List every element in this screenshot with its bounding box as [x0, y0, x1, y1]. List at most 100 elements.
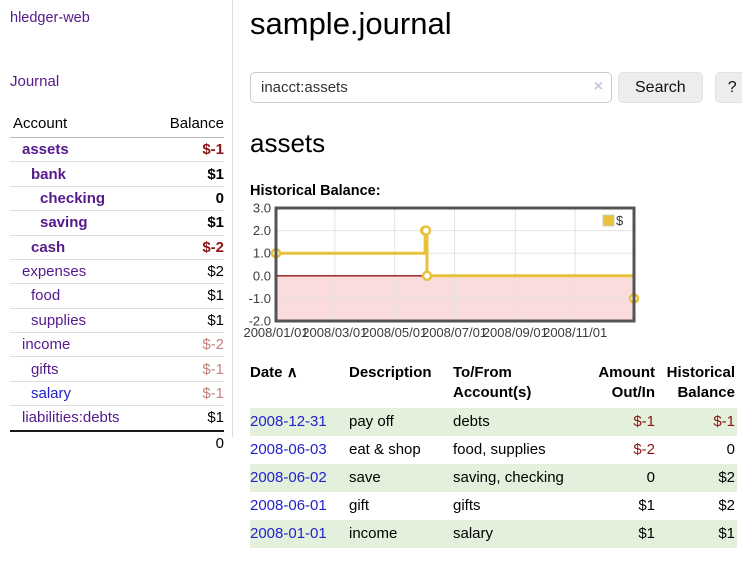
sidebar-account-link[interactable]: liabilities:debts — [22, 409, 120, 427]
register-cell-date: 2008-01-01 — [250, 520, 349, 548]
x-tick-label: 2008/09/01 — [483, 325, 548, 340]
plot-border — [274, 206, 636, 323]
sidebar-account-link[interactable]: gifts — [31, 360, 59, 378]
sidebar-account-link[interactable]: checking — [40, 189, 106, 207]
sidebar-account-link[interactable]: food — [31, 287, 61, 305]
sidebar-account-link[interactable]: assets — [22, 141, 69, 159]
register-cell-balance: $2 — [718, 497, 735, 514]
sidebar-account-link[interactable]: income — [22, 336, 71, 354]
clear-search-icon[interactable]: × — [593, 78, 603, 95]
account-balance: $-2 — [153, 235, 224, 260]
register-cell-description: pay off — [349, 413, 394, 430]
account-row: supplies $1 — [10, 308, 224, 334]
account-balance: $-1 — [153, 137, 224, 163]
search-row: × Search ? — [250, 72, 742, 103]
sidebar-account-link[interactable]: supplies — [31, 311, 87, 329]
account-row: income $-2 — [10, 332, 224, 358]
account-balance: $1 — [153, 210, 224, 236]
register-cell-amount: $-2 — [633, 441, 655, 458]
register-cell-balance: $-1 — [713, 413, 735, 430]
register-cell-accounts: gifts — [453, 497, 481, 514]
register-cell-date: 2008-06-01 — [250, 492, 349, 520]
search-box: × — [250, 72, 612, 103]
y-tick-label: 1.0 — [253, 246, 271, 261]
x-tick-label: 2008/07/01 — [422, 325, 487, 340]
sidebar-account-link[interactable]: bank — [31, 165, 67, 183]
register-cell-date: 2008-12-31 — [250, 408, 349, 436]
register-cell-amount: $1 — [638, 525, 655, 542]
account-balance: $1 — [153, 308, 224, 334]
register-cell-balance: $2 — [718, 469, 735, 486]
sidebar-account-link[interactable]: cash — [31, 238, 66, 256]
register-cell-accounts: debts — [453, 413, 490, 430]
register-row: 2008-06-01 gift gifts $1 $2 — [250, 492, 737, 520]
search-button[interactable]: Search — [618, 72, 703, 103]
sidebar: hledger-web Journal Account Balance asse… — [0, 0, 233, 455]
register-cell-description: eat & shop — [349, 441, 421, 458]
account-row: cash $-2 — [10, 235, 224, 260]
accounts-total-row: 0 — [10, 429, 224, 455]
historical-balance-chart: $3.0 2.0 1.0 0.0 -1.0 -2.02008/01/012008/03/0… — [243, 201, 640, 340]
account-balance: $-1 — [153, 356, 224, 382]
register-cell-accounts: food, supplies — [453, 441, 546, 458]
account-heading: assets — [250, 128, 326, 158]
register-row: 2008-12-31 pay off debts $-1 $-1 — [250, 407, 737, 436]
accounts-header-account: Account — [10, 112, 154, 138]
register-row: 2008-06-03 eat & shop food, supplies $-2 0 — [250, 436, 737, 464]
transaction-date-link[interactable]: 2008-06-01 — [250, 497, 327, 514]
y-tick-label: 0.0 — [253, 268, 271, 283]
register-cell-amount: $-1 — [633, 413, 655, 430]
register-cell-accounts: salary — [453, 525, 494, 542]
data-point-marker — [421, 270, 433, 282]
brand-link[interactable]: hledger-web — [10, 10, 90, 26]
search-input[interactable] — [250, 72, 612, 103]
register-cell-amount: 0 — [646, 469, 655, 486]
register-body: 2008-12-31 pay off debts $-1 $-1 2008-06-03 ea… — [250, 407, 737, 548]
date-header-label: Date — [250, 364, 283, 381]
main-content: sample.journal × Search ? assets Histori… — [243, 0, 742, 548]
account-row: checking 0 — [10, 186, 224, 212]
register-header-balance: Historical Balance — [666, 364, 735, 402]
register-cell-date: 2008-06-02 — [250, 464, 349, 492]
account-row: gifts $-1 — [10, 356, 224, 382]
register-cell-description: income — [349, 525, 398, 542]
register-header-amount: Amount Out/In — [598, 364, 655, 402]
account-balance: $-1 — [153, 381, 224, 407]
x-tick-label: 2008/05/01 — [362, 325, 427, 340]
transaction-date-link[interactable]: 2008-06-02 — [250, 469, 327, 486]
account-row: salary $-1 — [10, 381, 224, 407]
x-tick-label: 2008/01/01 — [243, 325, 308, 340]
data-point-marker — [420, 225, 432, 236]
y-tick-label: -1.0 — [249, 291, 271, 306]
x-tick-label: 2008/03/01 — [302, 325, 367, 340]
page-title: sample.journal — [250, 6, 452, 41]
sidebar-account-link[interactable]: expenses — [22, 263, 87, 281]
register-row: 2008-01-01 income salary $1 $1 — [250, 519, 737, 548]
y-tick-label: 2.0 — [253, 223, 271, 238]
register-cell-accounts: saving, checking — [453, 469, 564, 486]
legend-swatch — [602, 214, 615, 227]
register-header-description: Description — [349, 364, 432, 381]
x-tick-label: 2008/11/01 — [543, 325, 607, 340]
register-row: 2008-06-02 save saving, checking 0 $2 — [250, 463, 737, 492]
register-header-date[interactable]: Date ∧ — [250, 361, 349, 408]
accounts-header-balance: Balance — [153, 112, 224, 138]
account-row: food $1 — [10, 283, 224, 309]
transaction-date-link[interactable]: 2008-06-03 — [250, 441, 327, 458]
accounts-body: assets $-1 bank $1 checking 0 saving $1 cash $-2 e… — [10, 137, 224, 455]
sidebar-item-journal[interactable]: Journal — [10, 73, 60, 90]
sidebar-account-link[interactable]: salary — [31, 384, 72, 402]
transaction-date-link[interactable]: 2008-12-31 — [250, 413, 327, 430]
account-balance: $1 — [153, 283, 224, 309]
account-balance: $-2 — [153, 332, 224, 358]
account-row: liabilities:debts $1 — [10, 405, 224, 431]
accounts-total-value: 0 — [10, 429, 224, 455]
account-balance: $2 — [153, 259, 224, 285]
sidebar-account-link[interactable]: saving — [40, 214, 88, 232]
register-header-accounts: To/From Account(s) — [453, 364, 532, 402]
account-balance: 0 — [153, 186, 224, 212]
transaction-date-link[interactable]: 2008-01-01 — [250, 525, 327, 542]
help-button[interactable]: ? — [714, 72, 742, 103]
y-tick-label: -2.0 — [249, 314, 271, 329]
register-cell-date: 2008-06-03 — [250, 436, 349, 464]
